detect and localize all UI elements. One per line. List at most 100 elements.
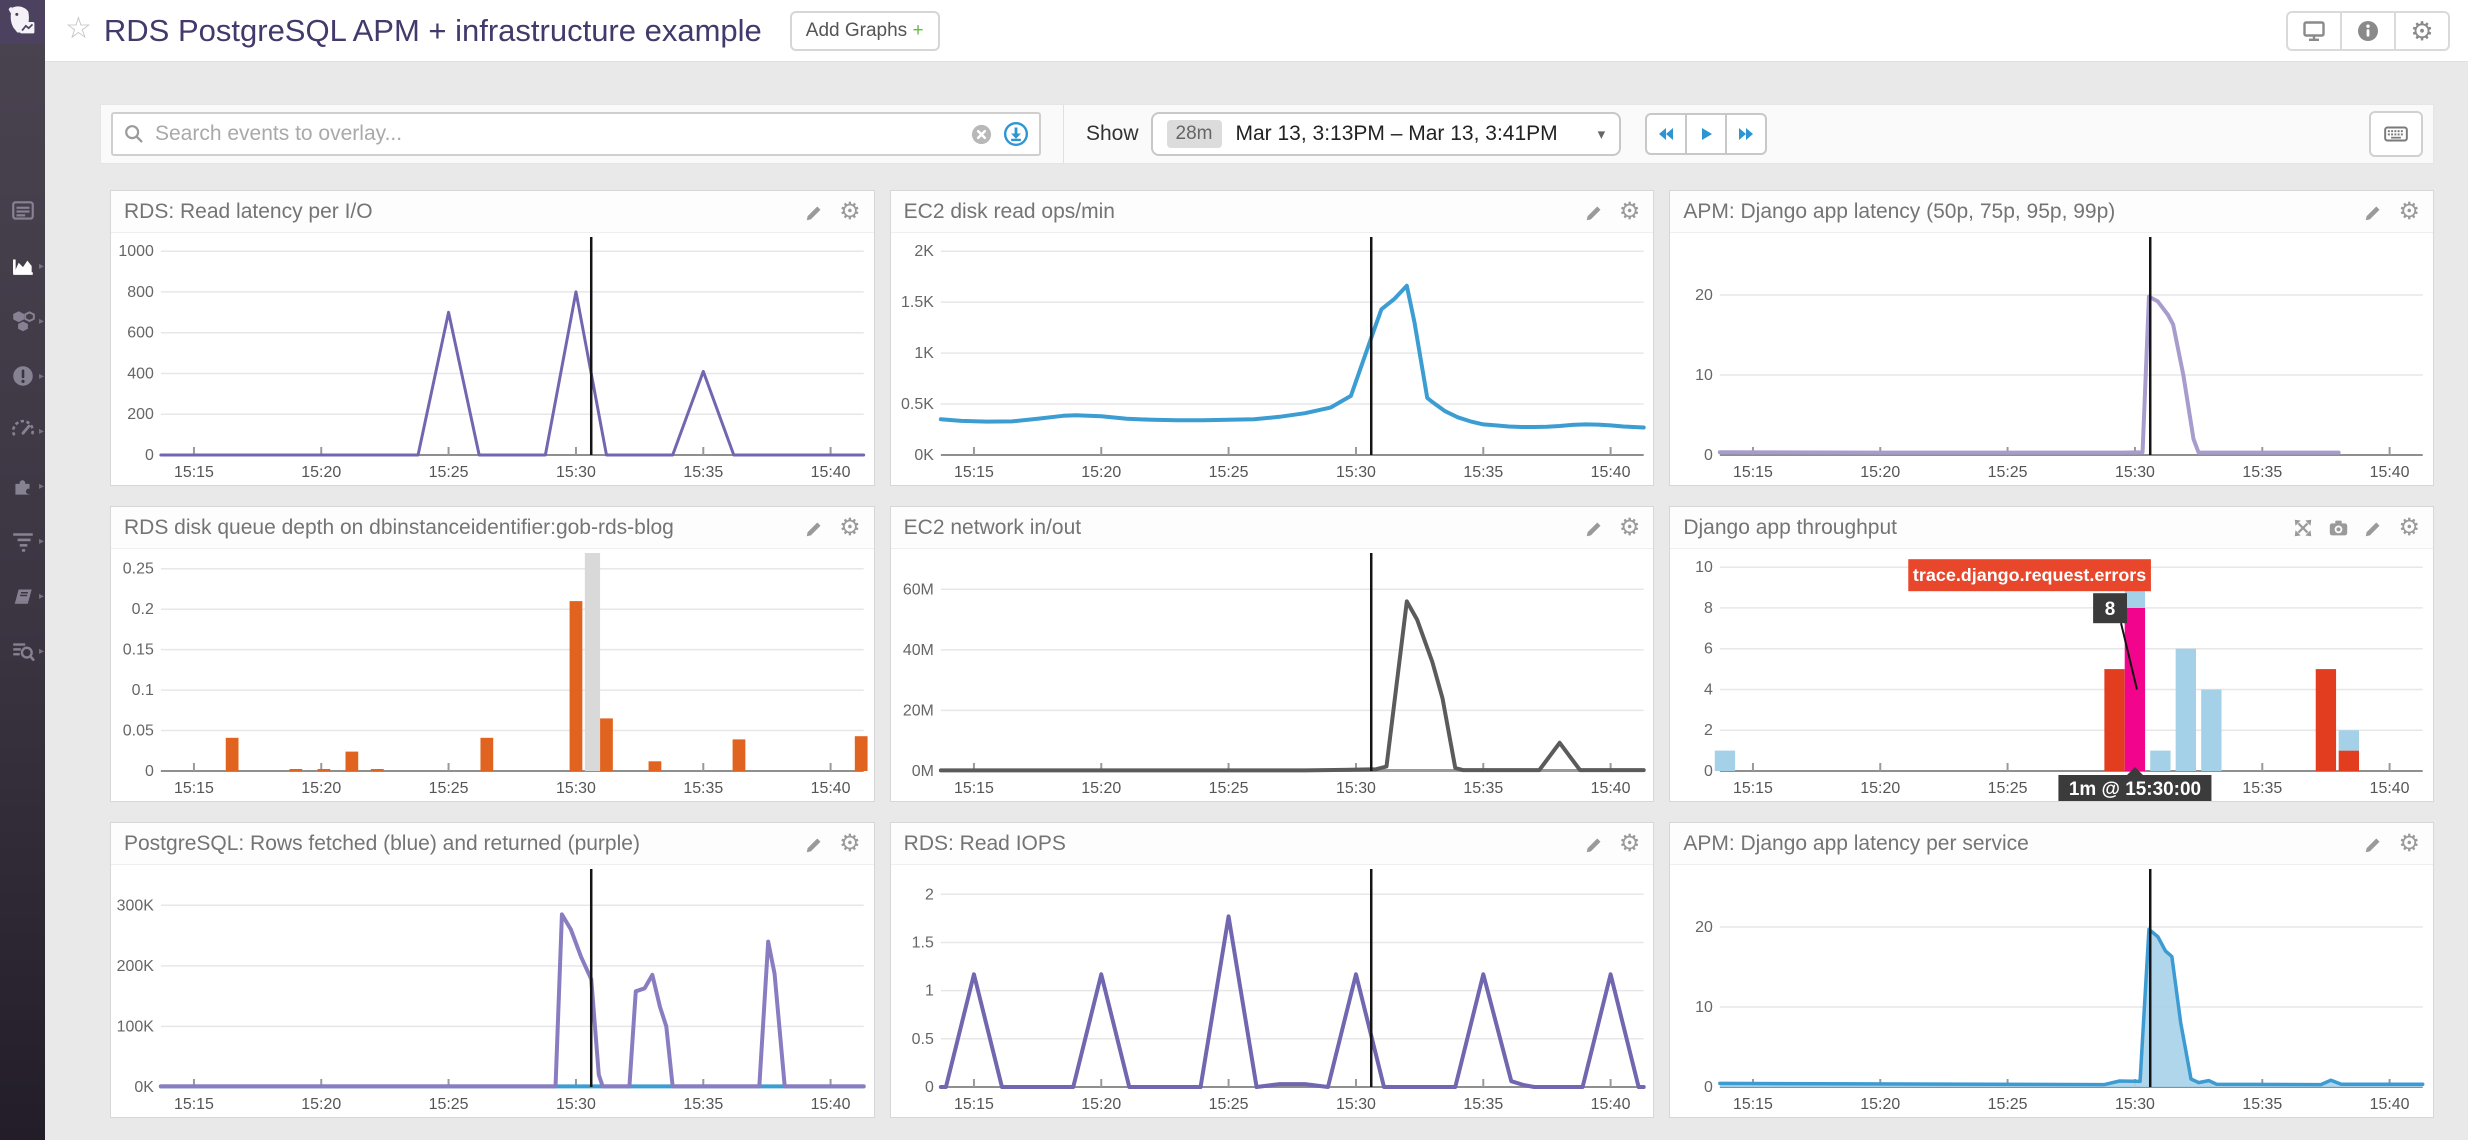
overlay-events-button[interactable]: [1003, 121, 1029, 147]
svg-text:15:15: 15:15: [174, 464, 214, 481]
dashboard-settings-button[interactable]: ⚙: [2394, 10, 2450, 51]
svg-text:15:20: 15:20: [301, 780, 341, 797]
gear-icon[interactable]: ⚙: [2398, 829, 2420, 857]
logs-icon: [12, 643, 35, 661]
gear-icon[interactable]: ⚙: [2398, 197, 2420, 225]
svg-text:300K: 300K: [117, 897, 155, 914]
svg-text:0: 0: [1704, 1079, 1713, 1096]
main-content: ☆ RDS PostgreSQL APM + infrastructure ex…: [45, 0, 2468, 1140]
chart-canvas[interactable]: 0 0.5 1 1.5 2 15:15 15:20 15:25 15:30 15:35 15:40: [891, 865, 1654, 1117]
chart-title: Django app throughput: [1683, 515, 1897, 539]
clear-search-button[interactable]: [970, 123, 993, 146]
rewind-button[interactable]: [1645, 113, 1688, 155]
svg-text:15:20: 15:20: [301, 464, 341, 481]
svg-text:8: 8: [2105, 599, 2116, 620]
chart-plot-area[interactable]: 0K 0.5K 1K 1.5K 2K 15:15 15:20 15:25 15:30 15:35 1…: [891, 233, 1654, 485]
svg-text:15:35: 15:35: [683, 464, 723, 481]
chart-plot-area[interactable]: 0M 20M 40M 60M 15:15 15:20 15:25 15:30 15:35 15:4…: [891, 549, 1654, 801]
add-graphs-button[interactable]: Add Graphs +: [789, 10, 940, 51]
panel-header: EC2 disk read ops/min ⚙: [890, 191, 1654, 233]
svg-text:15:30: 15:30: [556, 1096, 596, 1113]
chart-plot-area[interactable]: 024681015:1515:2015:2515:3015:3515:40tra…: [1670, 549, 2433, 801]
svg-text:8: 8: [1704, 600, 1713, 617]
svg-text:15:15: 15:15: [954, 1096, 994, 1113]
gear-icon[interactable]: ⚙: [2398, 513, 2420, 541]
sidebar-item-integrations[interactable]: ▸: [0, 469, 45, 503]
chart-plot-area[interactable]: 0 0.05 0.1 0.15 0.2 0.25 15:15 15:20 15:25 15:30 1…: [111, 549, 874, 801]
sidebar-item-dashboards[interactable]: ▸: [0, 249, 45, 283]
chart-plot-area[interactable]: 0 10 20 15:15 15:20 15:25 15:30 15:35 15:40: [1670, 233, 2433, 485]
panel-header: RDS: Read latency per I/O ⚙: [111, 191, 874, 233]
chart-title: APM: Django app latency per service: [1683, 831, 2029, 855]
datadog-logo[interactable]: [0, 0, 45, 44]
tv-mode-button[interactable]: [2286, 10, 2342, 51]
time-range-dropdown[interactable]: 28m Mar 13, 3:13PM – Mar 13, 3:41PM ▾: [1150, 112, 1622, 156]
sidebar-item-logs[interactable]: ▸: [0, 634, 45, 668]
play-button[interactable]: [1685, 113, 1728, 155]
gear-icon[interactable]: ⚙: [1618, 513, 1641, 541]
edit-pencil-icon[interactable]: [804, 201, 826, 223]
info-button[interactable]: [2340, 10, 2396, 51]
edit-pencil-icon[interactable]: [2363, 833, 2385, 855]
svg-text:15:20: 15:20: [1081, 1096, 1121, 1113]
gear-icon[interactable]: ⚙: [1618, 197, 1641, 225]
chart-canvas[interactable]: 0 10 20 15:15 15:20 15:25 15:30 15:35 15:40: [1670, 233, 2433, 485]
sidebar-item-notebooks[interactable]: ▸: [0, 579, 45, 613]
expand-icon[interactable]: [2292, 517, 2314, 539]
svg-text:15:30: 15:30: [1336, 780, 1376, 797]
gear-icon[interactable]: ⚙: [839, 513, 861, 541]
chart-plot-area[interactable]: 0 200 400 600 800 1000 15:15 15:20 15:25 15:30 15:…: [111, 233, 874, 485]
fast-forward-button[interactable]: [1725, 113, 1768, 155]
edit-pencil-icon[interactable]: [2363, 517, 2385, 539]
svg-text:15:25: 15:25: [1988, 464, 2028, 481]
event-search-box[interactable]: [111, 112, 1041, 156]
svg-text:10: 10: [1695, 999, 1713, 1016]
chart-canvas[interactable]: 0 10 20 15:15 15:20 15:25 15:30 15:35 15:40: [1670, 865, 2433, 1117]
chart-plot-area[interactable]: 0 10 20 15:15 15:20 15:25 15:30 15:35 15:40: [1670, 865, 2433, 1117]
sidebar-item-apm[interactable]: ▸: [0, 524, 45, 558]
edit-pencil-icon[interactable]: [804, 517, 826, 539]
time-range-value: Mar 13, 3:13PM – Mar 13, 3:41PM: [1235, 122, 1558, 145]
edit-pencil-icon[interactable]: [1584, 517, 1606, 539]
panel-postgresql-rows: PostgreSQL: Rows fetched (blue) and retu…: [110, 822, 875, 1118]
sidebar-item-infrastructure[interactable]: ▸: [0, 304, 45, 338]
gear-icon[interactable]: ⚙: [839, 829, 861, 857]
chart-canvas[interactable]: 0 200 400 600 800 1000 15:15 15:20 15:25 15:30 15:…: [111, 233, 874, 485]
panel-header: PostgreSQL: Rows fetched (blue) and retu…: [111, 823, 874, 865]
svg-text:15:25: 15:25: [429, 780, 469, 797]
integrations-icon: [14, 480, 29, 495]
svg-text:15:40: 15:40: [811, 780, 851, 797]
camera-icon[interactable]: [2327, 517, 2350, 539]
gear-icon[interactable]: ⚙: [839, 197, 861, 225]
panel-rds-disk-queue-depth: RDS disk queue depth on dbinstanceidenti…: [110, 506, 875, 802]
chart-plot-area[interactable]: 0K 100K 200K 300K 15:15 15:20 15:25 15:30 15:35 1…: [111, 865, 874, 1117]
gear-icon[interactable]: ⚙: [1618, 829, 1641, 857]
sidebar-item-monitors[interactable]: ▸: [0, 359, 45, 393]
svg-text:1m @ 15:30:00: 1m @ 15:30:00: [2069, 779, 2201, 800]
keyboard-shortcuts-button[interactable]: [2369, 111, 2423, 157]
infrastructure-icon: [12, 311, 35, 332]
chevron-right-icon: ▸: [38, 260, 44, 272]
play-icon: [1702, 128, 1713, 140]
svg-text:20: 20: [1695, 287, 1713, 304]
edit-pencil-icon[interactable]: [1584, 833, 1606, 855]
divider: [1063, 105, 1064, 163]
svg-text:15:30: 15:30: [1336, 1096, 1376, 1113]
chart-canvas[interactable]: 0K 0.5K 1K 1.5K 2K 15:15 15:20 15:25 15:30 15:35 1…: [891, 233, 1654, 485]
search-input[interactable]: [155, 122, 960, 146]
svg-text:1000: 1000: [118, 243, 154, 260]
duration-badge: 28m: [1166, 120, 1222, 148]
panel-header: APM: Django app latency per service ⚙: [1670, 823, 2433, 865]
edit-pencil-icon[interactable]: [1584, 201, 1606, 223]
chart-plot-area[interactable]: 0 0.5 1 1.5 2 15:15 15:20 15:25 15:30 15:35 15:40: [891, 865, 1654, 1117]
edit-pencil-icon[interactable]: [2363, 201, 2385, 223]
favorite-star-icon[interactable]: ☆: [65, 11, 92, 45]
chart-canvas[interactable]: 0M 20M 40M 60M 15:15 15:20 15:25 15:30 15:35 15:4…: [891, 549, 1654, 801]
sidebar-item-metrics[interactable]: ▸: [0, 414, 45, 448]
edit-pencil-icon[interactable]: [804, 833, 826, 855]
chart-canvas[interactable]: 0 0.05 0.1 0.15 0.2 0.25 15:15 15:20 15:25 15:30 1…: [111, 549, 874, 801]
sidebar-item-events[interactable]: [0, 194, 45, 228]
svg-text:0: 0: [1704, 763, 1713, 780]
chart-canvas[interactable]: 0K 100K 200K 300K 15:15 15:20 15:25 15:30 15:35 1…: [111, 865, 874, 1117]
chart-canvas[interactable]: 024681015:1515:2015:2515:3015:3515:40tra…: [1670, 549, 2433, 801]
